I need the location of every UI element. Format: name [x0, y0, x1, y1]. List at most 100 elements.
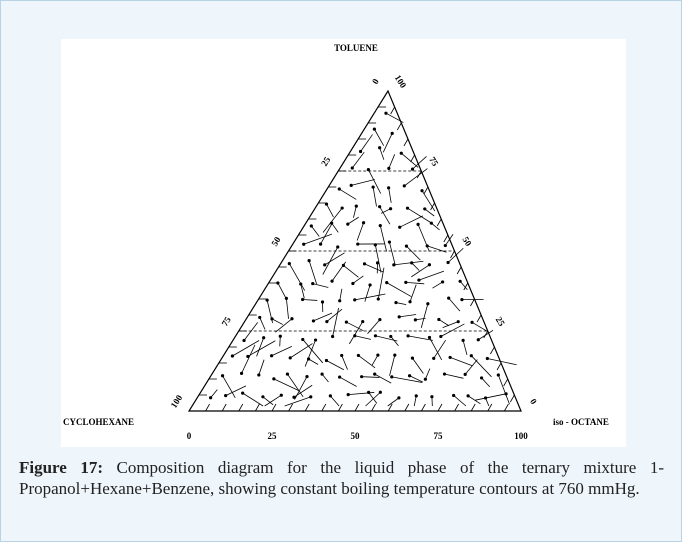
tick: [255, 403, 260, 412]
tie-line: [406, 245, 421, 261]
tie-point: [325, 319, 329, 324]
tie-line: [374, 128, 385, 146]
tie-point: [408, 300, 412, 304]
tie-point: [358, 149, 363, 154]
tie-line: [433, 339, 446, 359]
tie-line: [379, 147, 385, 160]
tie-line: [284, 396, 311, 407]
tie-line: [232, 340, 260, 357]
tie-line: [421, 190, 436, 212]
tie-point: [437, 317, 441, 322]
tie-line: [374, 244, 382, 273]
tie-point: [429, 221, 433, 225]
right-label: iso - OCTANE: [553, 417, 609, 427]
tie-point: [366, 167, 370, 172]
tie-line: [440, 323, 465, 337]
tie-point: [448, 355, 452, 360]
tie-point: [405, 206, 410, 210]
tick: [238, 403, 244, 412]
tick: [470, 403, 476, 412]
tie-line: [372, 186, 377, 207]
tie-line: [313, 312, 333, 322]
tie-point: [456, 320, 460, 324]
tie-line: [332, 307, 339, 337]
bottom-tick-label: 100: [514, 431, 528, 441]
tie-line: [331, 261, 347, 282]
top-label: TOLUENE: [334, 43, 378, 53]
tie-point: [410, 261, 414, 265]
tie-line: [347, 216, 359, 225]
tie-point: [397, 396, 401, 400]
tie-line: [427, 245, 447, 253]
tie-point: [461, 338, 465, 342]
tie-line: [273, 378, 299, 392]
tie-line: [447, 247, 464, 263]
tick: [404, 403, 410, 412]
bottom-tick-label: 25: [268, 431, 278, 441]
tie-line: [405, 282, 425, 285]
tie-line: [222, 375, 236, 399]
tick: [487, 403, 493, 412]
tie-line: [399, 314, 417, 318]
tie-point: [389, 334, 393, 339]
tie-point: [466, 394, 470, 398]
tie-point: [224, 394, 228, 398]
tie-line: [343, 265, 359, 278]
tie-point: [209, 396, 213, 400]
tie-line: [339, 188, 357, 200]
tie-line: [487, 358, 517, 366]
tie-line: [303, 233, 333, 245]
tie-line: [497, 374, 510, 405]
tie-point: [373, 243, 377, 247]
tie-line: [471, 321, 489, 333]
tie-line: [289, 343, 313, 359]
tie-point: [246, 354, 250, 359]
tie-line: [285, 298, 289, 319]
tie-point: [372, 127, 377, 131]
tie-point: [311, 281, 315, 286]
tie-line: [418, 270, 445, 281]
tie-line: [459, 281, 468, 291]
tie-line: [256, 337, 265, 357]
tick: [338, 403, 343, 412]
tie-point: [311, 319, 316, 323]
tie-line: [225, 385, 247, 397]
tie-line: [351, 151, 365, 169]
tie-line: [453, 395, 467, 407]
tie-line: [374, 373, 392, 384]
tie-line: [353, 206, 357, 218]
tie-line: [389, 241, 396, 266]
tie-point: [346, 393, 350, 397]
tie-line: [467, 395, 481, 405]
tie-point: [330, 279, 334, 283]
tie-line: [320, 222, 333, 245]
tie-point: [378, 205, 382, 209]
tie-line: [438, 319, 450, 327]
tie-point: [220, 374, 225, 378]
tie-point: [301, 337, 305, 342]
tie-point: [261, 395, 265, 399]
tie-line: [404, 168, 428, 187]
tie-point: [390, 131, 394, 135]
tick: [496, 362, 502, 371]
tie-point: [257, 373, 261, 377]
tie-line: [339, 288, 343, 301]
tie-point: [313, 338, 318, 342]
tie-point: [443, 243, 447, 248]
tie-point: [479, 376, 484, 380]
tick: [288, 403, 293, 412]
tie-point: [239, 371, 244, 375]
tie-line: [365, 391, 381, 407]
tie-point: [302, 242, 306, 246]
tick: [430, 202, 435, 211]
tie-point: [287, 261, 291, 266]
tie-point: [306, 357, 311, 361]
tie-point: [413, 318, 417, 322]
tie-point: [284, 296, 288, 300]
tie-line: [322, 246, 339, 275]
tie-point: [230, 354, 235, 358]
left-tick-label: 0: [370, 76, 381, 86]
tick: [387, 403, 393, 412]
tie-point: [398, 225, 402, 229]
